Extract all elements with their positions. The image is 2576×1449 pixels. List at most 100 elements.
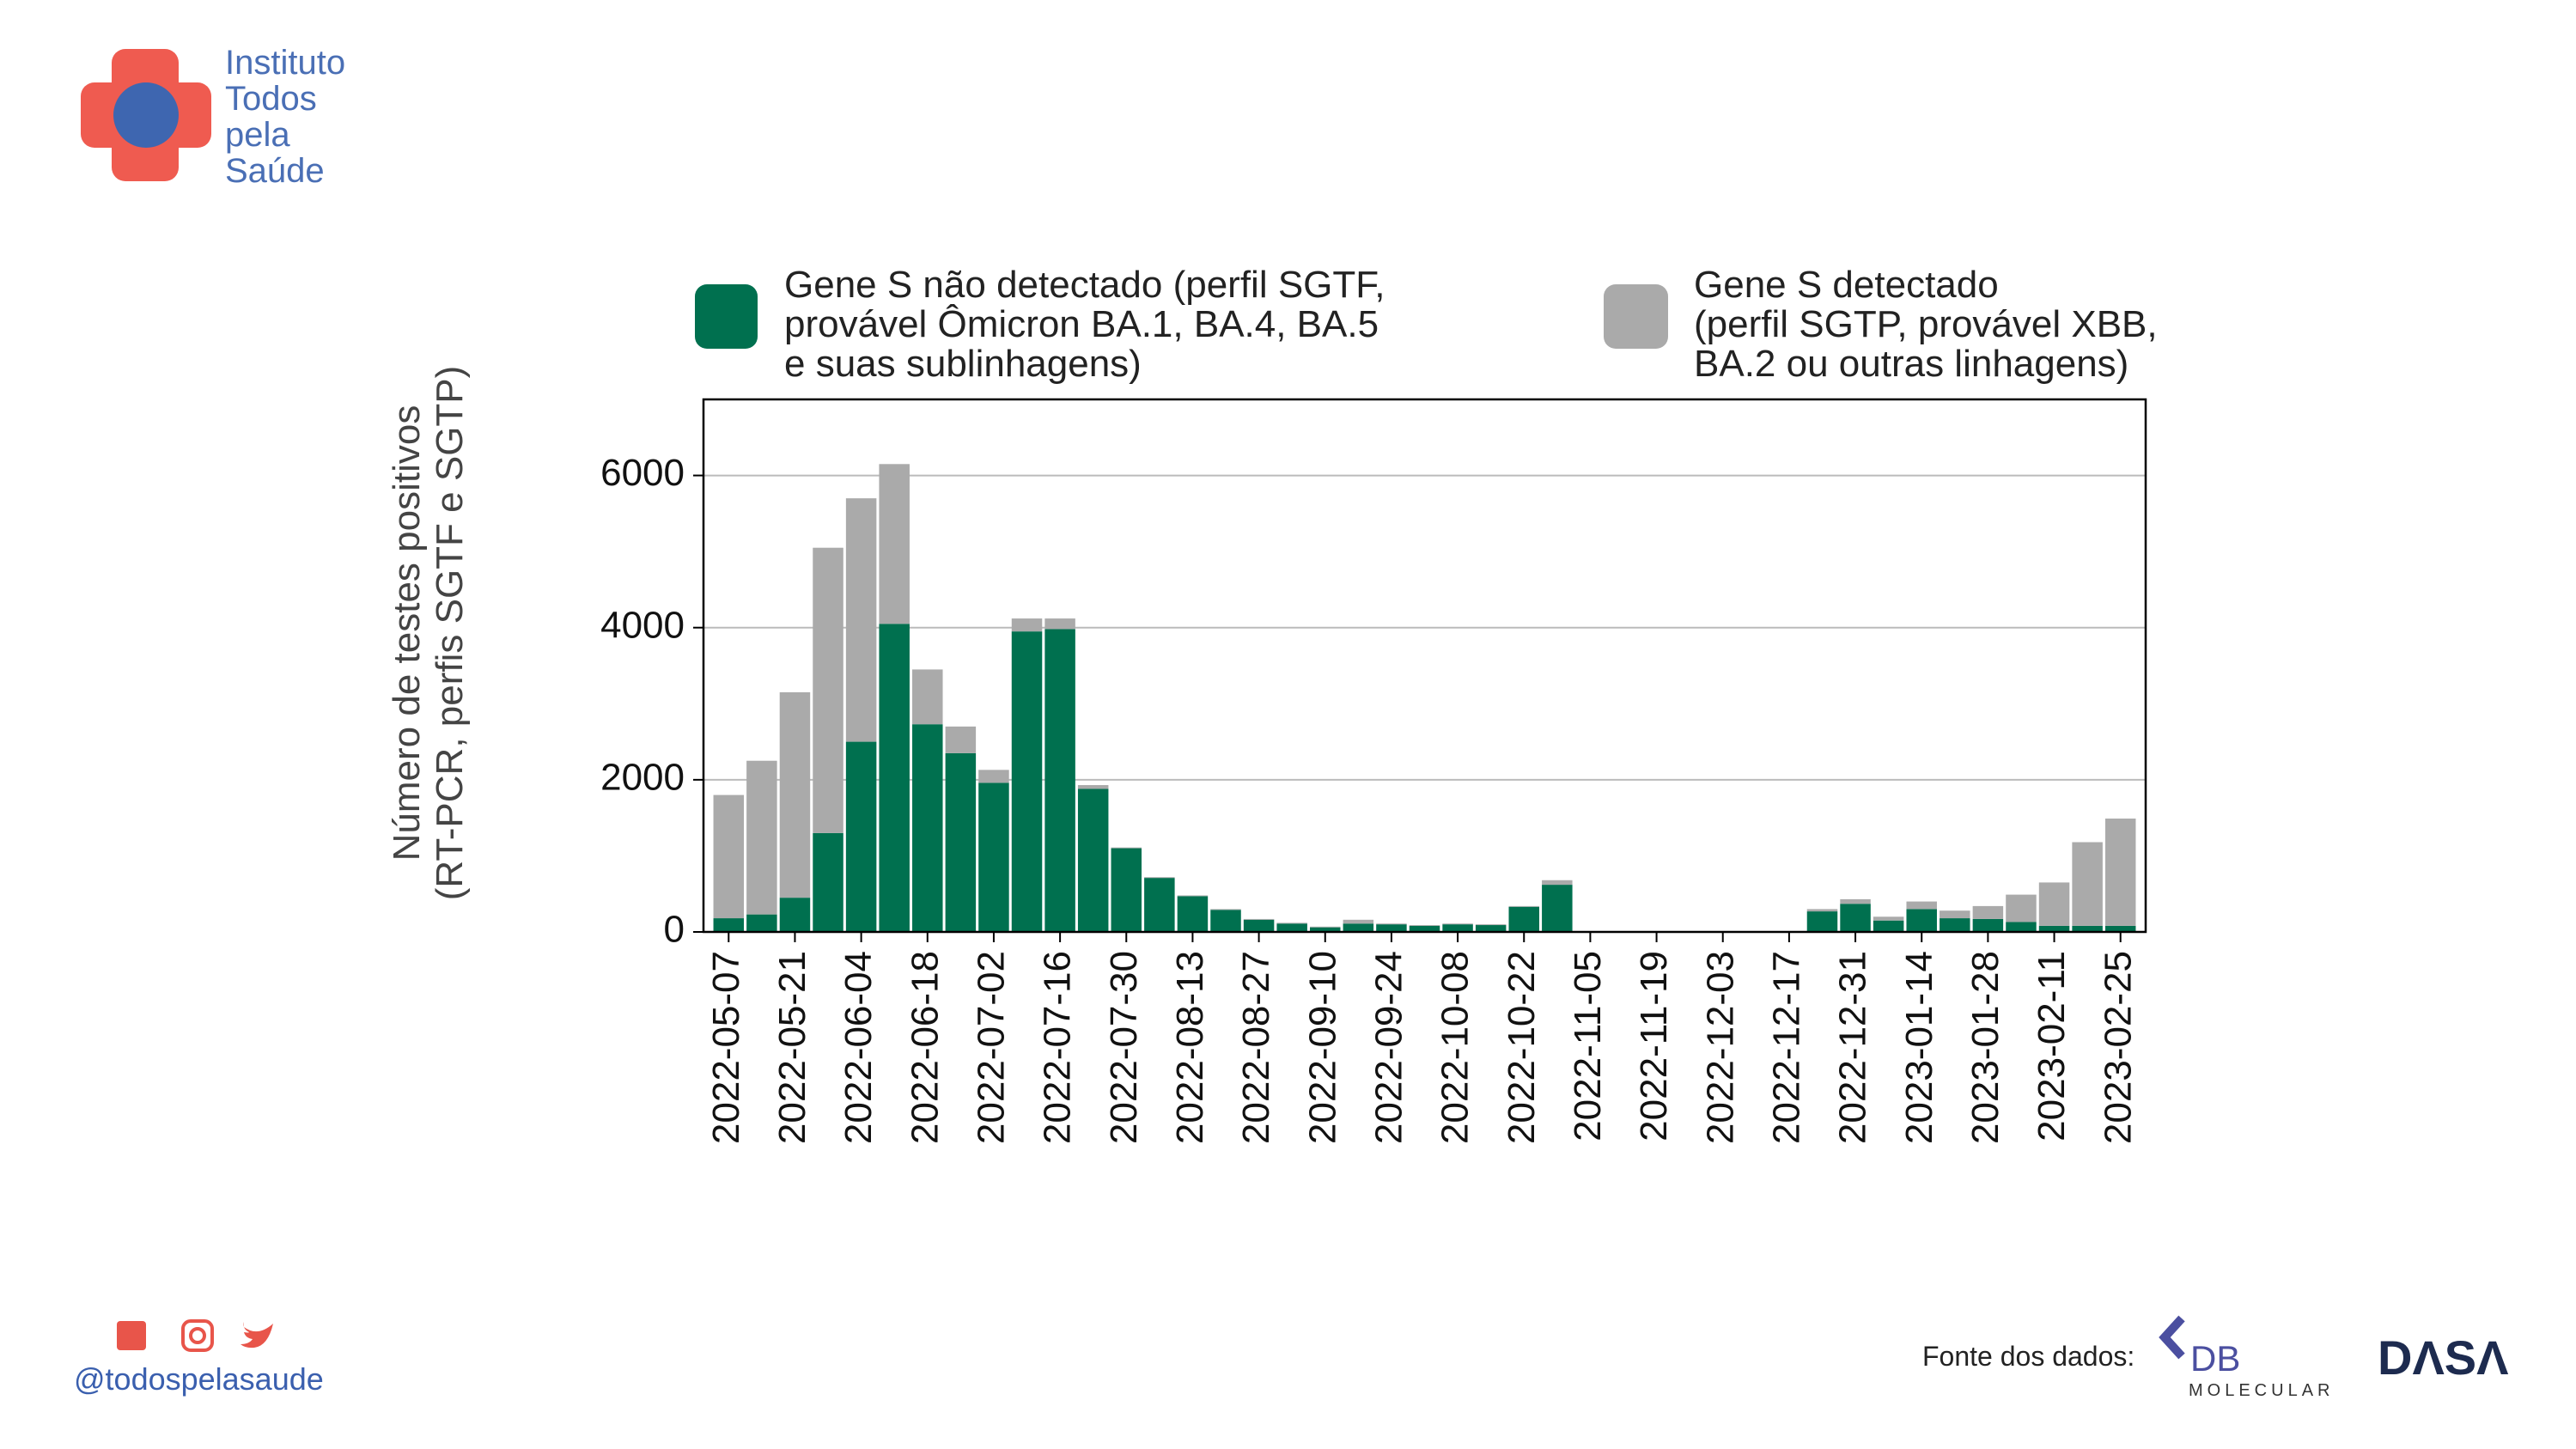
x-tick-label: 2022-10-08 (1434, 951, 1477, 1144)
bar-segment (2006, 894, 2037, 922)
logo-text: Instituto Todos pela Saúde (225, 44, 345, 190)
bar-segment (2006, 922, 2037, 932)
bar-segment (879, 624, 910, 932)
bar-segment (1972, 918, 2004, 932)
bar-segment (1376, 923, 1407, 925)
bar-segment (1840, 904, 1871, 932)
bar-segment (713, 795, 745, 919)
x-tick-label: 2022-05-21 (771, 951, 813, 1144)
bar-segment (1442, 923, 1473, 925)
bar-segment (2038, 882, 2070, 926)
bar-segment (1276, 922, 1307, 924)
bar-segment (945, 726, 977, 753)
bar-segment (1972, 905, 2004, 919)
bar-segment (945, 752, 977, 932)
bar-segment (1409, 925, 1440, 926)
bar-segment (1940, 918, 1970, 932)
bar-segment (1806, 909, 1838, 912)
legend-swatch (1604, 284, 1668, 349)
x-tick-label: 2022-09-10 (1301, 951, 1343, 1144)
x-tick-label: 2022-08-13 (1169, 951, 1211, 1144)
x-tick-label: 2022-07-02 (971, 951, 1013, 1144)
bar-segment (1111, 848, 1142, 932)
x-tick-label: 2023-02-25 (2097, 951, 2139, 1144)
bar-segment (1111, 847, 1142, 849)
bar-segment (813, 832, 843, 932)
bar-segment (1873, 920, 1904, 932)
bar-segment (1077, 788, 1109, 932)
logo-mark (81, 49, 211, 181)
bar-segment (845, 741, 877, 932)
bar-segment (978, 770, 1009, 783)
bar-segment (2104, 925, 2136, 932)
bar-segment (1144, 878, 1175, 932)
bar-segment (1508, 905, 1539, 907)
bar-segment (1343, 919, 1374, 924)
legend-label: Gene S detectado (perfil SGTP, provável X… (1694, 264, 2158, 385)
bar-segment (879, 464, 910, 624)
bar-segment (779, 692, 811, 898)
plot-frame (702, 398, 2147, 934)
source-logo: DΛSΛ (2378, 1330, 2509, 1385)
bar-segment (1044, 629, 1075, 932)
bar-segment (713, 918, 745, 932)
legend-label: Gene S não detectado (perfil SGTF, prováv… (784, 264, 1385, 385)
bar-segment (2104, 819, 2136, 926)
x-tick-label: 2022-07-16 (1037, 951, 1079, 1144)
bar-segment (1077, 785, 1109, 789)
bar-segment (1475, 924, 1507, 926)
bar-segment (912, 669, 943, 725)
bar-segment (1343, 923, 1374, 932)
legend-swatch (695, 284, 758, 349)
source-logo-sub: MOLECULAR (2189, 1381, 2334, 1400)
bar-segment (746, 760, 777, 915)
y-tick-label: 6000 (600, 452, 685, 494)
bar-segment (978, 782, 1009, 932)
bar-segment (1542, 885, 1573, 932)
x-tick-label: 2022-05-07 (705, 951, 747, 1144)
y-tick-label: 0 (664, 909, 685, 951)
bar-segment (1508, 906, 1539, 932)
y-tick-label: 2000 (600, 756, 685, 798)
x-tick-label: 2022-12-31 (1832, 951, 1874, 1144)
y-tick-label: 4000 (600, 604, 685, 646)
x-tick-label: 2022-12-17 (1766, 951, 1808, 1144)
bar-segment (1873, 916, 1904, 921)
bar-segment (2072, 925, 2103, 932)
bar-segment (1210, 910, 1241, 932)
bar-segment (746, 914, 777, 932)
bar-segment (1840, 898, 1871, 904)
x-tick-label: 2022-11-19 (1633, 951, 1675, 1142)
x-tick-label: 2022-10-22 (1501, 951, 1543, 1144)
bar-segment (1177, 896, 1209, 932)
bar-segment (1940, 910, 1970, 919)
x-tick-label: 2022-09-24 (1368, 951, 1410, 1144)
db-logo-mark (2159, 1315, 2185, 1360)
bar-segment (1442, 924, 1473, 932)
bar-segment (1310, 927, 1341, 932)
bar-segment (1177, 895, 1209, 897)
bar-segment (1144, 877, 1175, 879)
x-tick-label: 2022-08-27 (1235, 951, 1277, 1144)
bar-segment (779, 898, 811, 932)
x-tick-label: 2022-06-18 (904, 951, 946, 1144)
bar-segment (1276, 923, 1307, 932)
x-tick-label: 2022-06-04 (837, 951, 880, 1144)
bar-segment (813, 547, 843, 833)
bar-segment (1906, 909, 1937, 932)
bar-segment (1475, 925, 1507, 932)
bar-segment (845, 498, 877, 742)
bar-segment (1806, 911, 1838, 932)
source-logo: DB (2190, 1338, 2240, 1379)
bar-segment (1011, 631, 1043, 932)
source-label: Fonte dos dados: (1922, 1341, 2134, 1372)
bar-segment (1044, 618, 1075, 630)
social-handle: @todospelasaude (74, 1361, 324, 1397)
bar-segment (1409, 925, 1440, 932)
x-tick-label: 2022-07-30 (1103, 951, 1145, 1144)
social-icons (117, 1319, 273, 1352)
bar-segment (1210, 909, 1241, 910)
y-axis-title: Número de testes positivos(RT-PCR, perfi… (386, 366, 471, 901)
bar-segment (1376, 924, 1407, 932)
